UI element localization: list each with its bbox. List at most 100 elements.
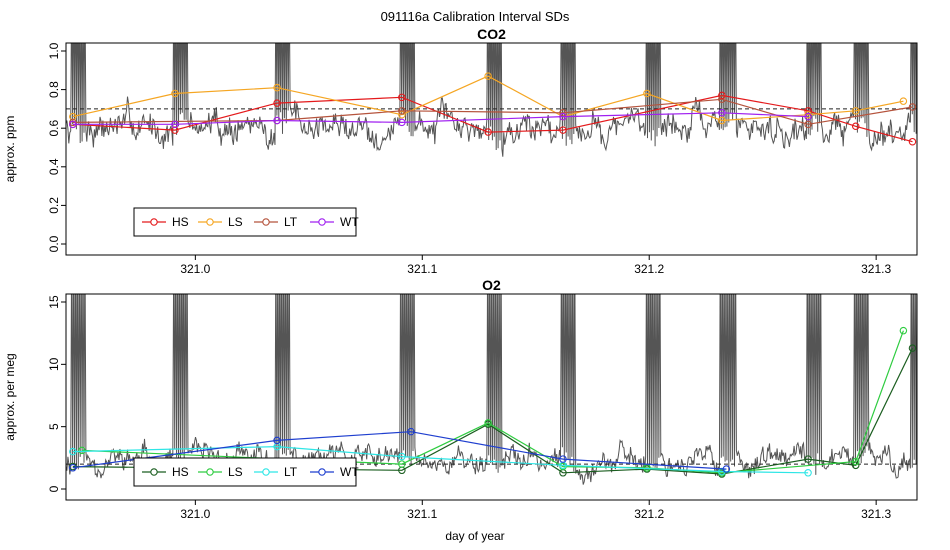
- data-point: [908, 137, 917, 146]
- legend-swatch-marker: [318, 218, 326, 226]
- legend-label: HS: [172, 215, 189, 229]
- legend-swatch-marker: [150, 468, 158, 476]
- data-point: [718, 116, 726, 125]
- series-hs: [69, 91, 917, 146]
- data-point: [78, 446, 86, 455]
- data-point: [69, 464, 77, 472]
- y-tick-label: 0.0: [47, 235, 61, 252]
- x-axis-label: day of year: [445, 529, 504, 543]
- x-tick-label: 321.3: [861, 262, 891, 276]
- y-tick-label: 0.4: [47, 158, 61, 175]
- series-line: [72, 112, 809, 125]
- legend-swatch-marker: [206, 468, 214, 476]
- data-layer: [66, 43, 917, 157]
- data-point: [69, 120, 77, 129]
- legend: HS LS LT WT: [133, 457, 359, 487]
- plot-frame: [65, 42, 918, 256]
- y-tick-label: 0: [47, 485, 61, 492]
- y-tick-label: 10: [47, 357, 61, 371]
- x-tick-label: 321.1: [407, 507, 437, 521]
- plot-frame: [65, 293, 918, 501]
- data-point: [407, 427, 415, 436]
- data-point: [559, 455, 567, 463]
- x-tick-label: 321.0: [180, 507, 210, 521]
- x-tick-label: 321.2: [634, 262, 664, 276]
- series-line: [72, 431, 727, 470]
- data-point: [171, 126, 179, 134]
- data-point: [718, 95, 726, 104]
- data-point: [804, 469, 812, 477]
- data-point: [899, 326, 908, 335]
- data-point: [804, 112, 812, 121]
- data-point: [851, 457, 860, 466]
- data-point: [273, 436, 281, 445]
- data-point: [273, 99, 281, 107]
- data-point: [398, 110, 406, 119]
- y-tick-label: 0.6: [47, 120, 61, 137]
- legend-box: [133, 457, 357, 487]
- data-point: [643, 89, 651, 98]
- figure-title: 091116a Calibration Interval SDs: [381, 9, 570, 24]
- legend-label: LT: [284, 465, 298, 479]
- data-point: [484, 72, 492, 80]
- x-tick-label: 321.0: [180, 262, 210, 276]
- y-tick-label: 15: [47, 295, 61, 309]
- data-point: [69, 447, 77, 456]
- chart-panel-o2: O2 321.0 321.1 321.2 321.3 0 5 10 15 approx. per …: [3, 277, 918, 521]
- data-point: [398, 452, 406, 461]
- legend-swatch-marker: [262, 218, 270, 226]
- legend-swatch-marker: [150, 218, 158, 226]
- x-tick-label: 321.2: [634, 507, 664, 521]
- chart-panel-co2: CO2 321.0 321.1 321.2 321.3 0.0 0.2 0.4 0.6 0.8 1.…: [3, 26, 918, 276]
- series-line: [72, 445, 809, 474]
- x-tick-label: 321.1: [407, 262, 437, 276]
- legend-label: LS: [228, 465, 243, 479]
- noise-trace: [66, 43, 917, 157]
- panel-title: CO2: [477, 26, 506, 42]
- data-point: [559, 112, 567, 121]
- legend-swatch-marker: [318, 468, 326, 476]
- legend: HS LS LT WT: [133, 207, 359, 237]
- legend-label: HS: [172, 465, 189, 479]
- data-point: [398, 107, 406, 115]
- panel-title: O2: [482, 277, 501, 293]
- data-point: [908, 103, 917, 111]
- y-tick-label: 1.0: [47, 42, 61, 59]
- data-point: [851, 122, 860, 131]
- data-point: [908, 344, 917, 352]
- data-point: [398, 460, 406, 468]
- data-point: [273, 83, 281, 92]
- data-point: [804, 120, 812, 129]
- data-point: [718, 91, 726, 100]
- y-tick-label: 0.8: [47, 81, 61, 98]
- data-point: [804, 107, 812, 115]
- x-tick-label: 321.3: [861, 507, 891, 521]
- legend-label: LT: [284, 215, 298, 229]
- data-point: [398, 93, 406, 102]
- legend-label: LS: [228, 215, 243, 229]
- data-point: [484, 128, 492, 136]
- series-wt: [69, 427, 731, 473]
- data-point: [273, 116, 281, 125]
- data-point: [398, 118, 406, 127]
- data-point: [718, 109, 726, 117]
- legend-swatch-marker: [262, 468, 270, 476]
- data-point: [804, 455, 812, 463]
- y-tick-label: 5: [47, 423, 61, 430]
- data-point: [484, 419, 492, 427]
- y-axis-label: approx. per meg: [3, 353, 17, 440]
- data-point: [559, 126, 567, 134]
- data-point: [559, 109, 567, 117]
- legend-swatch-marker: [206, 218, 214, 226]
- y-tick-label: 0.2: [47, 197, 61, 214]
- data-point: [69, 112, 77, 121]
- legend-label: WT: [340, 465, 359, 479]
- legend-label: WT: [340, 215, 359, 229]
- data-point: [171, 89, 179, 98]
- y-axis-label: approx. ppm: [3, 116, 17, 183]
- data-point: [899, 97, 908, 105]
- series-wt: [69, 109, 812, 129]
- data-point: [171, 120, 179, 129]
- series-line: [72, 94, 913, 143]
